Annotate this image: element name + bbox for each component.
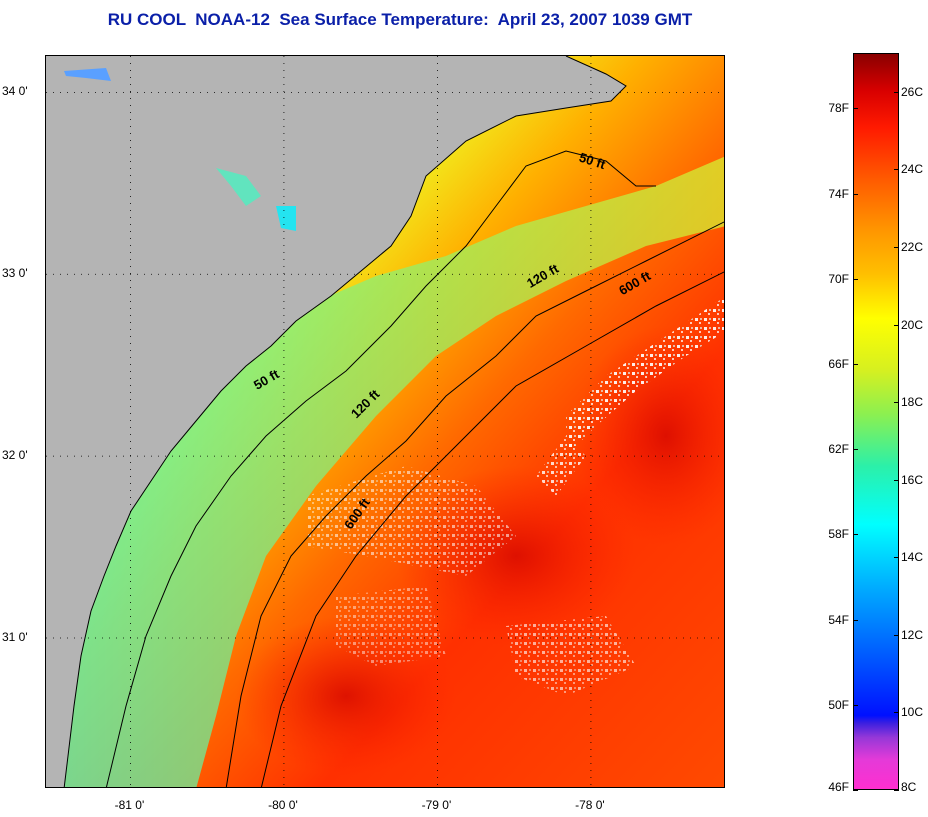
colorbar-fahrenheit-label: 70F [828,271,849,286]
colorbar-celsius-label: 18C [901,395,924,410]
map-title: RU COOL NOAA-12 Sea Surface Temperature:… [107,10,693,29]
coastline [63,56,627,787]
colorbar-tick [894,402,899,404]
colorbar-tick [853,449,858,451]
lon-tick-label: -81 0' [114,798,145,812]
colorbar-fahrenheit-label: 58F [828,527,849,542]
colorbar-celsius-label: 16C [901,472,924,487]
colorbar-celsius-label: 24C [901,162,924,177]
lat-tick-label: 32 0' [2,448,28,463]
colorbar-celsius-label: 26C [901,84,924,99]
colorbar-fahrenheit-label: 54F [828,612,849,627]
colorbar-celsius-label: 10C [901,705,924,720]
inland-water [64,68,111,81]
colorbar-tick [853,193,858,195]
colorbar-celsius-label: 20C [901,317,924,332]
cloud-band [536,436,586,496]
colorbar-celsius-label: 14C [901,550,924,565]
cloud-band [306,466,516,576]
cloud-band [506,616,636,696]
lat-tick-label: 33 0' [2,266,28,281]
lat-tick-label: 34 0' [2,84,28,99]
colorbar-tick [894,557,899,559]
colorbar-tick [853,278,858,280]
lat-tick-label: 31 0' [2,630,28,645]
colorbar-tick [853,790,858,791]
colorbar-fahrenheit-label: 50F [828,697,849,712]
colorbar-celsius-label: 8C [901,780,917,794]
cloud-band [566,297,724,456]
colorbar-fahrenheit-label: 78F [828,101,849,116]
colorbar-fahrenheit-label: 62F [828,442,849,457]
colorbar-tick [894,712,899,714]
colorbar-celsius-label: 12C [901,627,924,642]
colorbar-tick [853,704,858,706]
shelf-water [46,156,724,787]
colorbar [853,53,899,790]
colorbar-tick [894,790,899,791]
colorbar-tick [853,363,858,365]
colorbar-fahrenheit-label: 66F [828,356,849,371]
land-mass [46,56,626,787]
contour-120ft [225,221,724,787]
lon-tick-label: -80 0' [268,798,298,812]
inland-water [216,168,261,206]
colorbar-tick [894,324,899,326]
colorbar-tick [894,634,899,636]
colorbar-tick [853,619,858,621]
lon-tick-label: -79 0' [421,798,452,812]
colorbar-tick [894,91,899,93]
colorbar-fahrenheit-label: 74F [828,186,849,201]
contour-600ft [260,271,724,787]
colorbar-tick [894,169,899,171]
lon-tick-label: -78 0' [575,798,605,812]
colorbar-tick [894,246,899,248]
contour-50ft [105,150,656,787]
sst-map[interactable]: 50 ft 120 ft 600 ft 50 ft 120 ft 600 ft [45,55,725,788]
colorbar-tick [853,108,858,110]
colorbar-celsius-label: 22C [901,239,924,254]
colorbar-tick [853,534,858,536]
inland-water [276,206,296,231]
colorbar-fahrenheit-label: 46F [828,780,849,794]
colorbar-tick [894,479,899,481]
cloud-band [336,586,446,666]
